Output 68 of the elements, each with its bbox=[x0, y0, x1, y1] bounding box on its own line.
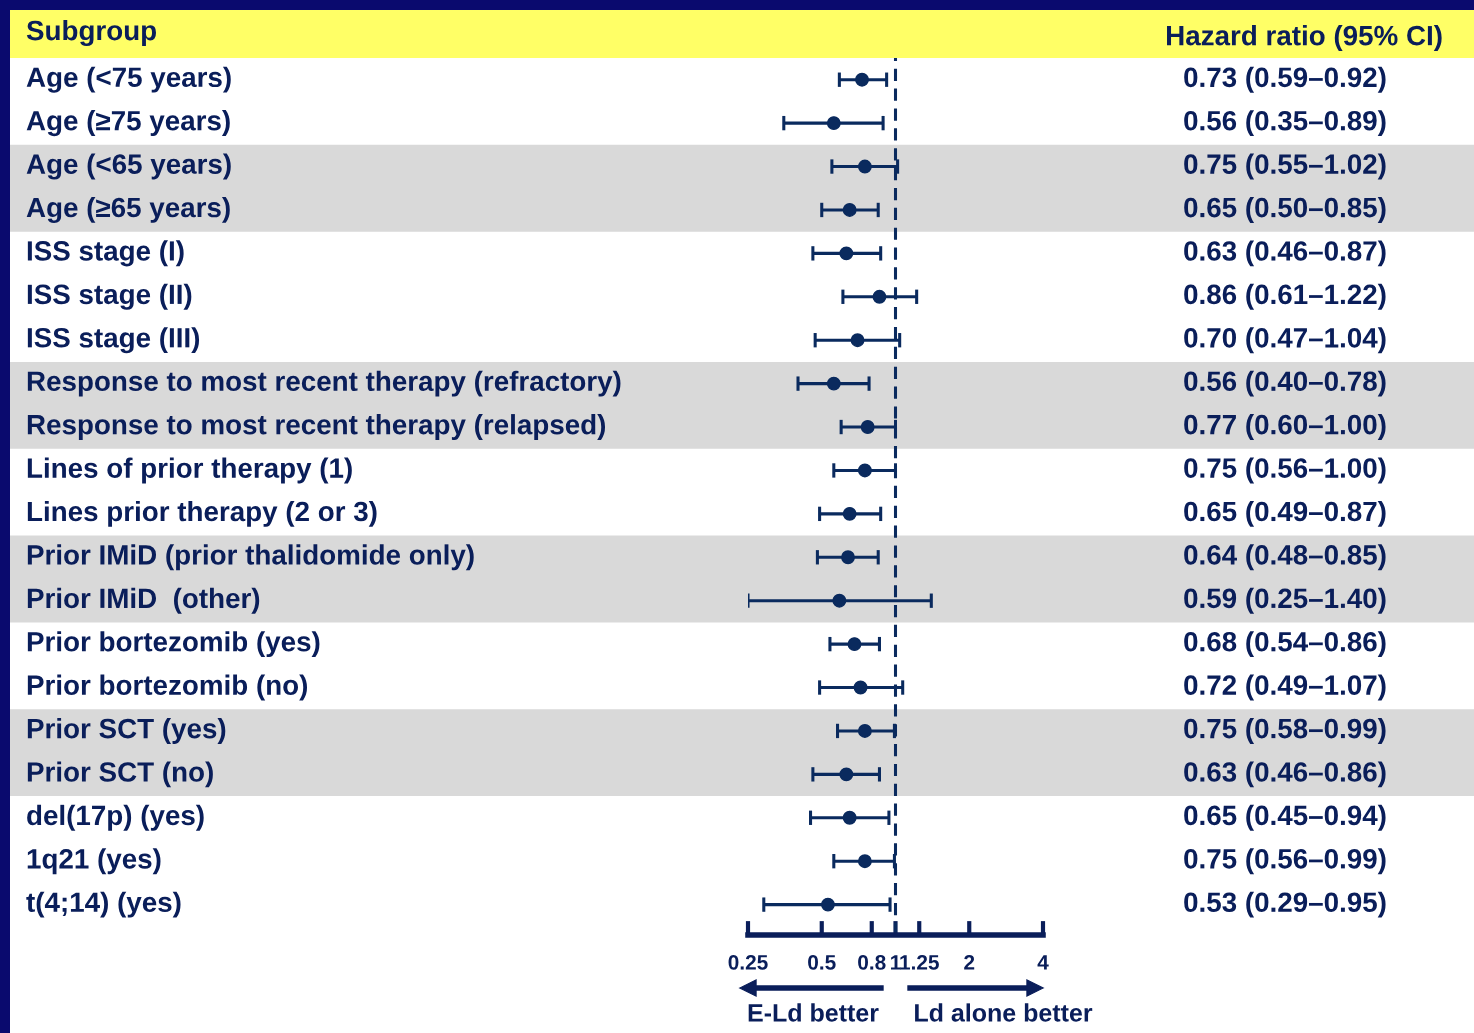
y-tick-label: Prior bortezomib (no) bbox=[27, 674, 308, 701]
x-tick-label: 0.25 bbox=[728, 954, 768, 970]
data-label: 0.73 (0.59–0.92) bbox=[1184, 66, 1386, 93]
point bbox=[857, 854, 872, 869]
point bbox=[832, 593, 847, 608]
y-tick-label: Prior IMiD (other) bbox=[27, 587, 260, 614]
point bbox=[872, 289, 887, 304]
x-tick-label: 0.8 bbox=[858, 954, 886, 970]
data-label: 0.56 (0.35–0.89) bbox=[1184, 110, 1386, 137]
data-label: 0.75 (0.58–0.99) bbox=[1184, 718, 1386, 744]
data-label: 0.77 (0.60–1.00) bbox=[1184, 414, 1386, 440]
text: E-Ld better bbox=[748, 1003, 879, 1022]
y-tick-label: Response to most recent therapy (relapsed) bbox=[27, 414, 606, 440]
y-tick-label: Age (≥65 years) bbox=[26, 196, 230, 223]
data-label: 0.59 (0.25–1.40) bbox=[1184, 587, 1386, 614]
point bbox=[842, 203, 857, 217]
text: Ld alone better bbox=[915, 1003, 1093, 1022]
point bbox=[841, 550, 855, 565]
data-label: 0.68 (0.54–0.86) bbox=[1184, 631, 1386, 658]
y-tick-label: Prior bortezomib (yes) bbox=[27, 631, 320, 658]
data-label: 0.65 (0.50–0.85) bbox=[1184, 197, 1386, 223]
point bbox=[839, 767, 854, 782]
y-axis-title: Subgroup bbox=[26, 19, 157, 47]
x-tick-label: 0.5 bbox=[808, 954, 836, 970]
y-tick-label: ISS stage (II) bbox=[27, 283, 192, 310]
y-tick-label: t(4;14) (yes) bbox=[26, 891, 181, 918]
y-tick-label: Lines prior therapy (2 or 3) bbox=[27, 500, 377, 527]
point bbox=[857, 159, 872, 174]
y-tick-label: Age (≥75 years) bbox=[26, 110, 230, 137]
y-tick-label: 1q21 (yes) bbox=[27, 848, 161, 875]
data-label: 0.75 (0.56–1.00) bbox=[1184, 457, 1386, 484]
data-label: 0.65 (0.49–0.87) bbox=[1184, 500, 1386, 527]
x-tick-label: 4 bbox=[1037, 955, 1049, 970]
data-label: 0.72 (0.49–1.07) bbox=[1184, 674, 1386, 701]
y-tick-label: ISS stage (I) bbox=[27, 240, 184, 267]
data-label: 0.86 (0.61–1.22) bbox=[1184, 283, 1386, 310]
data-label: 0.64 (0.48–0.85) bbox=[1184, 544, 1386, 571]
y-tick-label: Lines of prior therapy (1) bbox=[27, 457, 352, 484]
point bbox=[855, 72, 869, 87]
point bbox=[853, 680, 868, 695]
data-label: 0.63 (0.46–0.87) bbox=[1184, 240, 1386, 267]
y-tick-label: Age (<65 years) bbox=[26, 153, 231, 180]
point bbox=[847, 637, 862, 652]
point bbox=[842, 506, 857, 521]
point bbox=[839, 246, 854, 261]
y-tick-label: ISS stage (III) bbox=[27, 327, 200, 354]
y-tick-label: del(17p) (yes) bbox=[27, 804, 204, 831]
y-tick-label: Prior SCT (no) bbox=[27, 761, 213, 788]
point bbox=[842, 810, 857, 825]
x-tick-label: 1 bbox=[891, 955, 901, 970]
data-label: 0.75 (0.55–1.02) bbox=[1184, 153, 1386, 180]
x-tick-label: 2 bbox=[964, 954, 975, 970]
point bbox=[857, 463, 872, 478]
x-tick-label: 1.25 bbox=[900, 954, 939, 970]
data-label: 0.65 (0.45–0.94) bbox=[1184, 804, 1386, 831]
data-label: 0.75 (0.56–0.99) bbox=[1184, 848, 1386, 875]
point bbox=[850, 333, 865, 348]
point bbox=[857, 724, 872, 738]
y-tick-label: Age (<75 years) bbox=[26, 66, 231, 93]
point bbox=[860, 420, 875, 434]
data-label: 0.63 (0.46–0.86) bbox=[1184, 761, 1386, 788]
data-label: 0.53 (0.29–0.95) bbox=[1184, 891, 1386, 918]
y-tick-label: Prior SCT (yes) bbox=[27, 718, 226, 744]
y-tick-label: Prior IMiD (prior thalidomide only) bbox=[27, 544, 474, 571]
y-tick-label: Response to most recent therapy (refractory) bbox=[27, 370, 621, 397]
data-label: 0.70 (0.47–1.04) bbox=[1184, 327, 1386, 354]
data-label: 0.56 (0.40–0.78) bbox=[1184, 370, 1386, 397]
text: Hazard ratio (95% CI) bbox=[1167, 25, 1442, 51]
